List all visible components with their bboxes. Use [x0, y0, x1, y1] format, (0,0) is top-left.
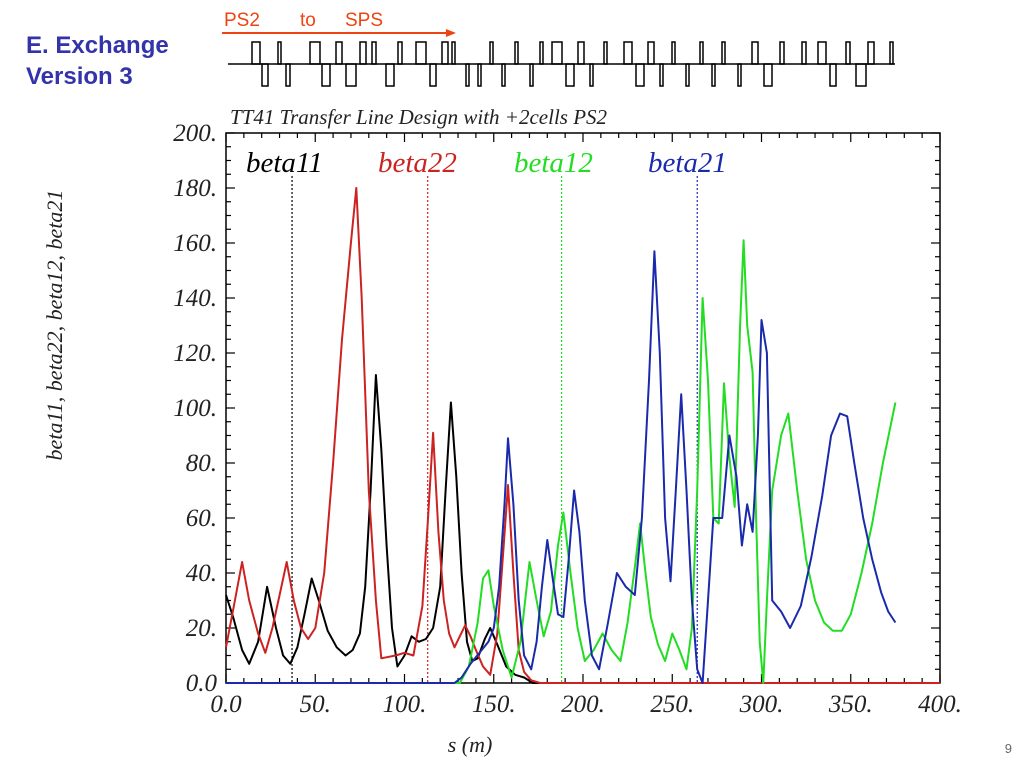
magnet-block	[529, 63, 534, 87]
series-line-beta22	[225, 187, 940, 684]
lattice-diagram: PS2 to SPS	[222, 10, 895, 87]
legend-beta21: beta21	[648, 147, 727, 179]
magnet-block	[441, 41, 449, 65]
magnet-block	[635, 63, 645, 87]
y-tick-label: 200.	[173, 120, 217, 147]
y-tick-label: 140.	[173, 285, 217, 312]
magnet-block	[285, 63, 291, 87]
magnet-block	[751, 41, 759, 65]
magnet-block	[477, 63, 482, 87]
magnet-block	[603, 41, 608, 65]
magnet-block	[845, 41, 851, 65]
magnet-block	[321, 63, 331, 87]
y-tick-label: 100.	[173, 395, 217, 422]
magnet-block	[429, 63, 437, 87]
y-tick-label: 0.0	[186, 670, 218, 697]
y-tick-label: 40.	[186, 560, 217, 587]
magnet-block	[465, 63, 470, 87]
magnet-block	[817, 41, 827, 65]
lattice-magnets	[251, 41, 894, 87]
series-line-beta11	[225, 374, 940, 684]
legend-beta12: beta12	[514, 147, 593, 179]
plot-frame	[225, 132, 941, 684]
magnet-block	[711, 63, 716, 87]
magnet-block	[397, 41, 403, 65]
magnet-block	[514, 41, 519, 65]
magnet-block	[335, 41, 343, 65]
slide-title-line-1: E. Exchange	[26, 32, 169, 59]
y-tick-label: 80.	[186, 450, 217, 477]
y-tick-label: 160.	[173, 230, 217, 257]
legend-beta11: beta11	[246, 147, 323, 179]
magnet-block	[623, 41, 633, 65]
magnet-block	[261, 63, 269, 87]
series-line-beta21	[226, 250, 897, 684]
magnet-block	[551, 41, 563, 65]
x-tick-label: 150.	[472, 691, 516, 718]
magnet-block	[345, 63, 357, 87]
magnet-block	[371, 41, 377, 65]
magnet-block	[451, 41, 456, 65]
magnet-block	[309, 41, 321, 65]
x-tick-label: 250.	[650, 691, 694, 718]
x-tick-label: 400.	[918, 691, 962, 718]
magnet-block	[685, 63, 690, 87]
y-tick-label: 20.	[186, 615, 217, 642]
magnet-block	[501, 63, 506, 87]
legend-beta22: beta22	[378, 147, 457, 179]
legend: beta11 beta22 beta12 beta21	[246, 147, 727, 179]
sps-label: SPS	[345, 10, 383, 31]
magnet-block	[699, 41, 704, 65]
magnet-block	[251, 41, 261, 65]
x-tick-label: 0.0	[210, 691, 242, 718]
x-tick-label: 200.	[561, 691, 605, 718]
magnet-block	[829, 63, 837, 87]
magnet-block	[565, 63, 575, 87]
magnet-block	[867, 41, 875, 65]
magnet-block	[737, 63, 742, 87]
chart-title: TT41 Transfer Line Design with +2cells P…	[230, 105, 608, 129]
magnet-block	[855, 63, 867, 87]
magnet-block	[359, 41, 367, 65]
y-tick-label: 60.	[186, 505, 217, 532]
x-tick-label: 100.	[383, 691, 427, 718]
magnet-block	[415, 41, 427, 65]
magnet-block	[721, 41, 726, 65]
magnet-block	[577, 41, 585, 65]
magnet-block	[763, 63, 773, 87]
magnet-block	[801, 41, 807, 65]
y-tick-label: 120.	[173, 340, 217, 367]
x-tick-label: 350.	[828, 691, 873, 718]
x-axis-label: s (m)	[448, 732, 493, 757]
slide-title-line-2: Version 3	[26, 63, 133, 90]
axis-tick-labels: 0.0 50. 100. 150. 200. 250. 300. 350. 400. 0.0 20.…	[173, 120, 962, 718]
direction-arrow-head	[446, 29, 456, 37]
page-number: 9	[1004, 741, 1012, 756]
magnet-block	[659, 63, 664, 87]
x-tick-label: 300.	[739, 691, 784, 718]
magnet-block	[889, 41, 894, 65]
magnet-block	[385, 63, 395, 87]
slide-title: E. Exchange Version 3	[26, 30, 169, 92]
magnet-block	[589, 63, 594, 87]
y-axis-label: beta11, beta22, beta12, beta21	[42, 190, 67, 461]
magnet-block	[277, 41, 282, 65]
y-tick-label: 180.	[173, 175, 217, 202]
series-marker-lines	[291, 176, 698, 683]
magnet-block	[647, 41, 655, 65]
magnet-block	[489, 41, 494, 65]
x-tick-label: 50.	[300, 691, 331, 718]
to-label: to	[300, 10, 316, 31]
ps2-label: PS2	[224, 10, 260, 31]
series-line-beta12	[226, 239, 897, 684]
magnet-block	[671, 41, 676, 65]
series-lines	[225, 187, 940, 684]
magnet-block	[779, 41, 785, 65]
axis-ticks	[225, 132, 941, 684]
magnet-block	[539, 41, 544, 65]
